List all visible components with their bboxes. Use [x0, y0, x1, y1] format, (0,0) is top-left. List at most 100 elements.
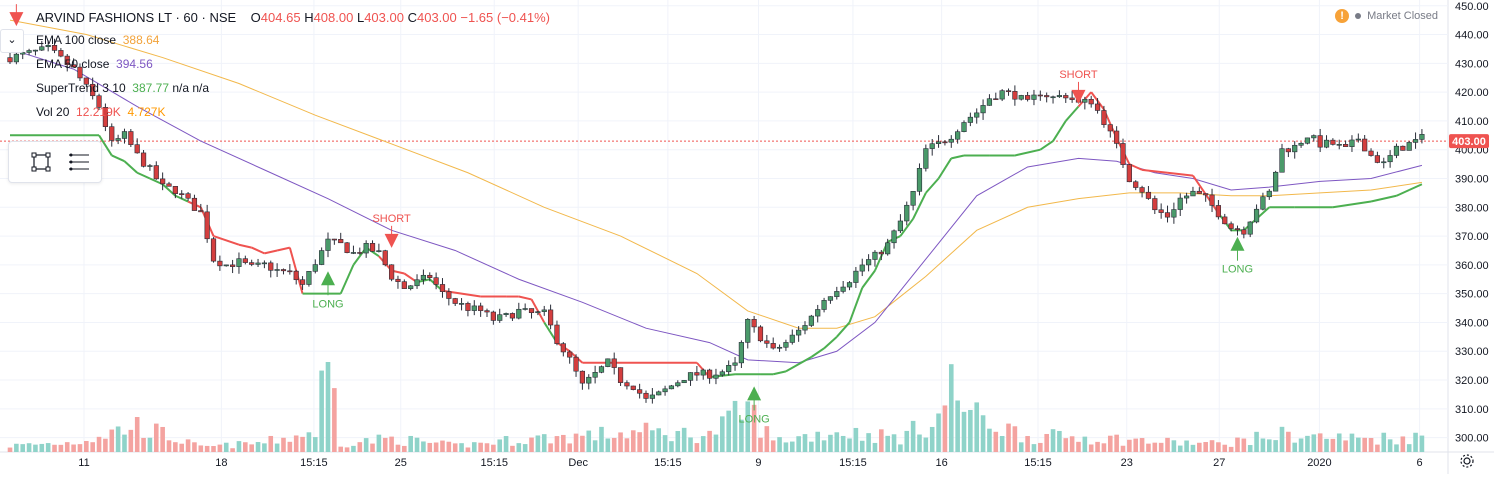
candle-body	[439, 284, 446, 292]
candle-body	[1247, 221, 1253, 235]
candle-body	[497, 314, 503, 321]
candle-body	[306, 271, 312, 285]
candle-body	[567, 351, 573, 358]
supertrend-segment	[264, 249, 278, 255]
candle-body	[1253, 208, 1260, 223]
exchange: NSE	[209, 10, 237, 25]
candle-body	[1177, 197, 1183, 210]
ema100-line	[9, 19, 1422, 329]
volume-bar	[1018, 442, 1024, 452]
x-tick-label: 15:15	[654, 457, 682, 469]
candle-body	[20, 52, 26, 55]
volume-bar	[414, 437, 420, 452]
volume-bar	[382, 437, 388, 452]
candle-body	[904, 204, 910, 222]
volume-bar	[312, 437, 318, 452]
candle-body	[172, 186, 178, 194]
volume-bar	[427, 442, 433, 452]
candle-body	[1234, 228, 1241, 231]
candle-body	[147, 165, 153, 167]
candle-body	[1292, 144, 1298, 153]
volume-bar	[770, 440, 776, 452]
y-tick-label: 340.00	[1455, 317, 1489, 329]
volume-bar	[993, 431, 999, 452]
volume-bar	[1362, 437, 1367, 452]
candle-body	[897, 220, 903, 232]
volume-bar	[325, 362, 331, 452]
candle-body	[751, 319, 757, 328]
market-status[interactable]: ! Market Closed	[1335, 9, 1438, 23]
lines-menu-icon[interactable]	[65, 148, 93, 176]
volume-bar	[1305, 435, 1310, 452]
indicator-volume[interactable]: Vol 20 12.219K 4.727K	[36, 105, 166, 119]
volume-bar	[1381, 432, 1387, 452]
candle-body	[255, 262, 261, 265]
volume-bar	[681, 427, 687, 452]
candle-body	[916, 168, 923, 192]
candle-body	[299, 279, 306, 285]
supertrend-segment	[861, 270, 876, 289]
volume-bar	[789, 441, 795, 452]
open-label: O	[250, 10, 261, 25]
supertrend-segment	[1370, 194, 1397, 203]
candle-body	[878, 251, 884, 255]
volume-bar	[115, 426, 121, 452]
candle-body	[109, 126, 115, 141]
supertrend-segment	[937, 157, 953, 180]
candle-body	[821, 300, 827, 310]
volume-bar	[64, 442, 70, 452]
volume-bar	[561, 434, 566, 452]
candle-body	[834, 291, 840, 297]
candle-body	[58, 50, 64, 57]
indicator-ema100[interactable]: EMA 100 close 388.64	[36, 33, 160, 47]
volume-bars	[7, 362, 1425, 452]
x-tick-label: 11	[78, 457, 89, 469]
volume-bar	[987, 428, 992, 452]
indicator-supertrend[interactable]: SuperTrend 3 10 387.77 n/a n/a	[36, 81, 210, 95]
last-price-tag: 403.00	[1449, 134, 1489, 149]
x-tick-label: Dec	[568, 457, 588, 469]
collapse-legend-button[interactable]: ⌄	[0, 29, 24, 53]
supertrend-segment	[823, 336, 838, 350]
interval[interactable]: 60	[183, 10, 198, 25]
candle-body	[1343, 144, 1349, 147]
volume-bar	[688, 437, 693, 452]
candle-body	[249, 262, 255, 265]
last-price-label: 403.00	[1452, 136, 1486, 148]
settings-button[interactable]	[1458, 452, 1476, 470]
volume-bar	[510, 445, 515, 452]
candle-body	[102, 107, 108, 127]
volume-bar	[1152, 442, 1158, 452]
volume-bar	[662, 435, 668, 452]
supertrend-segment	[925, 177, 940, 194]
candle-body	[617, 367, 624, 383]
volume-bar	[815, 431, 821, 452]
volume-bar	[1133, 438, 1139, 452]
short-signal-marker	[9, 12, 24, 27]
y-tick-label: 310.00	[1455, 404, 1489, 416]
candle-body	[223, 264, 229, 267]
candle-body	[77, 66, 83, 79]
candle-body	[71, 64, 77, 68]
candle-body	[955, 131, 961, 140]
candle-body	[694, 372, 700, 376]
volume-bar	[726, 410, 731, 452]
rectangle-select-icon[interactable]	[27, 148, 55, 176]
supertrend-segment	[1167, 171, 1194, 177]
volume-bar	[1260, 438, 1266, 452]
status-dot-icon	[1355, 13, 1362, 19]
candle-body	[1317, 135, 1323, 148]
supertrend-segment	[276, 246, 291, 252]
volume-bar	[33, 444, 38, 452]
candle-body	[242, 258, 248, 263]
candle-body	[1349, 139, 1355, 147]
volume-bar	[573, 433, 579, 452]
volume-bar	[319, 370, 324, 452]
indicator-ema50[interactable]: EMA 50 close 394.56	[36, 57, 153, 71]
candle-body	[160, 178, 166, 185]
candle-body	[204, 211, 210, 240]
candle-body	[1164, 212, 1171, 218]
symbol-name[interactable]: ARVIND FASHIONS LT	[36, 10, 172, 25]
